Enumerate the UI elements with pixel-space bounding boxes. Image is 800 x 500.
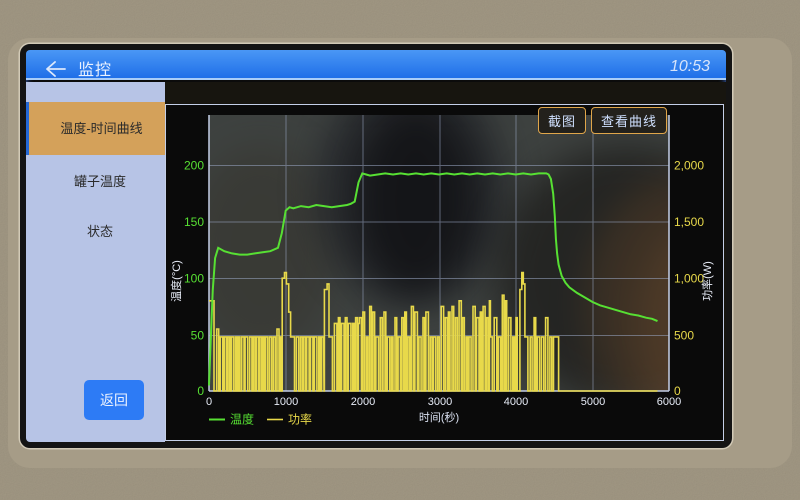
svg-text:500: 500 — [674, 329, 694, 343]
svg-text:温度: 温度 — [230, 412, 254, 427]
svg-text:2,000: 2,000 — [674, 159, 704, 173]
svg-text:0: 0 — [197, 384, 204, 398]
svg-text:1000: 1000 — [274, 396, 298, 408]
svg-text:5000: 5000 — [581, 396, 605, 408]
svg-text:1,000: 1,000 — [674, 272, 704, 286]
svg-text:100: 100 — [184, 272, 204, 286]
svg-text:0: 0 — [206, 396, 212, 408]
svg-text:150: 150 — [184, 215, 204, 229]
svg-text:6000: 6000 — [657, 396, 681, 408]
svg-text:3000: 3000 — [428, 396, 452, 408]
svg-text:功率(W): 功率(W) — [700, 261, 714, 301]
svg-text:4000: 4000 — [504, 396, 528, 408]
svg-text:2000: 2000 — [351, 396, 375, 408]
svg-text:50: 50 — [191, 329, 205, 343]
svg-text:1,500: 1,500 — [674, 215, 704, 229]
svg-text:200: 200 — [184, 159, 204, 173]
svg-text:功率: 功率 — [288, 412, 312, 427]
svg-text:时间(秒): 时间(秒) — [419, 410, 459, 424]
svg-text:温度(°C): 温度(°C) — [169, 260, 183, 302]
